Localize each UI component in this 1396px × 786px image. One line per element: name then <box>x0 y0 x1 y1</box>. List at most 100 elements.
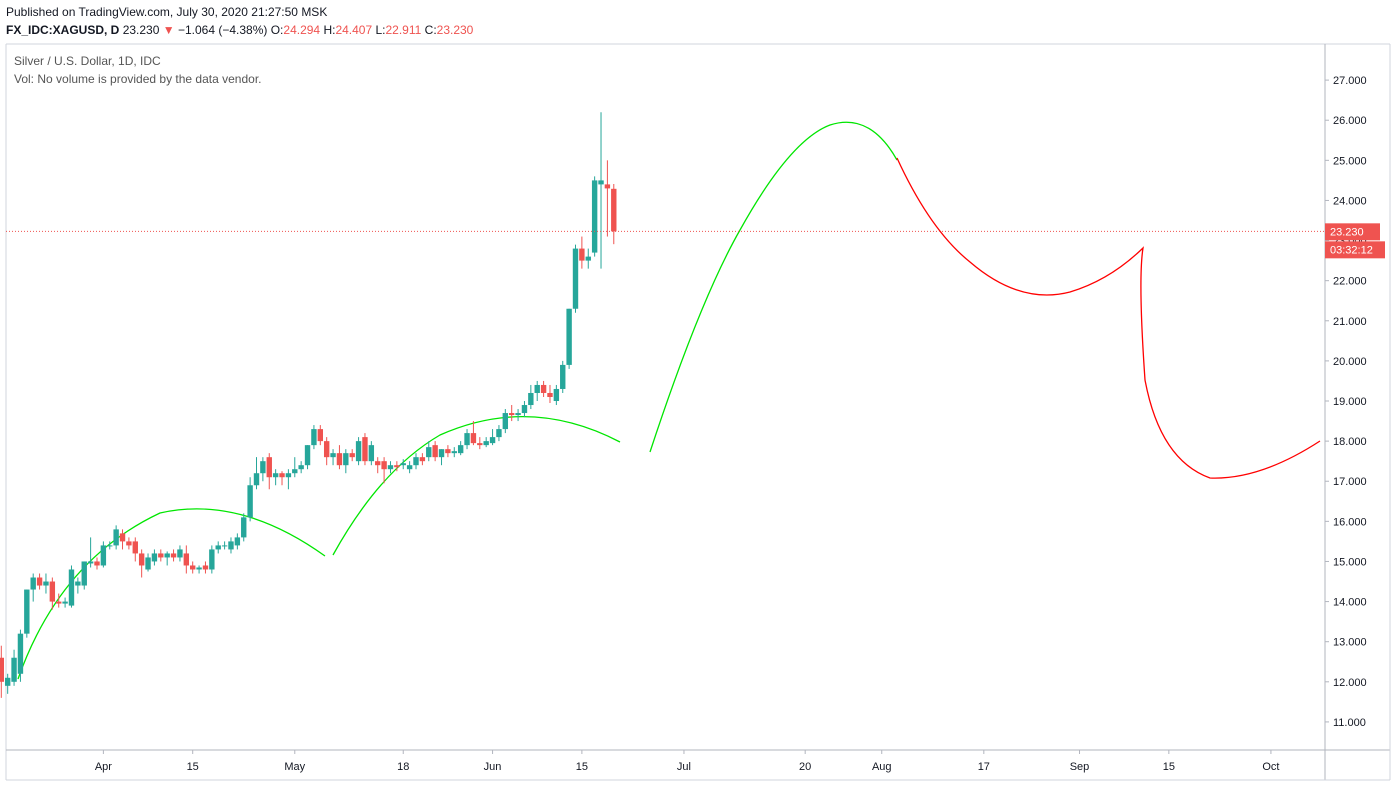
candle <box>400 459 406 470</box>
candle <box>585 248 591 269</box>
published-line: Published on TradingView.com, July 30, 2… <box>6 5 327 19</box>
open-value: 24.294 <box>283 23 321 37</box>
candle <box>336 445 343 470</box>
candle <box>113 525 119 550</box>
candle <box>68 565 75 608</box>
candle <box>355 437 362 466</box>
x-tick-label: Jun <box>484 761 502 773</box>
candle-body <box>560 364 566 389</box>
candle-body <box>298 465 304 470</box>
candle <box>419 453 426 466</box>
candle-body <box>177 549 183 558</box>
candle-body <box>24 589 30 634</box>
series-legend[interactable]: Silver / U.S. Dollar, 1D, IDC <box>14 54 161 68</box>
candle-body <box>0 657 5 682</box>
candle <box>483 437 489 448</box>
symbol-name[interactable]: FX_IDC:XAGUSD, D <box>6 23 120 37</box>
candle-body <box>540 384 547 393</box>
candle <box>151 549 158 566</box>
candle <box>521 401 528 418</box>
down-arrow-icon: ▼ <box>162 23 175 37</box>
candle <box>209 545 215 574</box>
candle-body <box>317 429 323 442</box>
y-tick-label: 13.000 <box>1333 637 1367 649</box>
candle <box>183 545 190 574</box>
candle-body <box>11 657 17 682</box>
candle <box>285 469 292 490</box>
candle-body <box>221 545 228 547</box>
candle-body <box>4 677 11 686</box>
candle-body <box>234 537 241 546</box>
candle-body <box>279 473 285 478</box>
candle <box>107 541 113 550</box>
candle <box>266 453 272 490</box>
candle <box>368 441 375 466</box>
candle <box>534 380 540 402</box>
candle <box>464 429 470 450</box>
y-tick-label: 18.000 <box>1333 436 1367 448</box>
candle <box>489 429 496 446</box>
candle <box>509 405 515 422</box>
candle <box>540 380 547 397</box>
candle <box>349 449 355 462</box>
candle-body <box>400 463 406 466</box>
candle-body <box>323 441 330 458</box>
candle-body <box>343 453 349 466</box>
candle <box>317 425 323 446</box>
candle <box>323 437 330 466</box>
candle <box>215 541 221 554</box>
price-change: −1.064 (−4.38%) <box>177 23 268 37</box>
candle-body <box>349 453 355 458</box>
last-price-line: 23.230 03:32:12 <box>6 223 1385 259</box>
candle <box>126 537 132 550</box>
candle-body <box>521 405 528 414</box>
candle <box>279 471 285 486</box>
candle-body <box>100 545 107 566</box>
candle-body <box>406 465 413 470</box>
candle-body <box>509 413 515 416</box>
candle-body <box>87 561 94 564</box>
candle-body <box>426 447 432 458</box>
candle <box>528 384 534 410</box>
candle <box>202 561 209 574</box>
candle-body <box>49 581 56 602</box>
candle-body <box>68 569 75 606</box>
candle <box>560 360 566 393</box>
candle <box>30 573 36 602</box>
candle-body <box>438 449 445 458</box>
x-tick-label: 18 <box>397 761 409 773</box>
chart-frame <box>5 43 1391 781</box>
candle <box>11 649 17 686</box>
candle-body <box>56 601 62 604</box>
candle <box>502 409 509 434</box>
candle <box>566 308 572 369</box>
close-label: C: <box>424 23 437 37</box>
candle <box>477 437 483 450</box>
candle-body <box>164 553 170 558</box>
candle <box>591 176 598 257</box>
x-tick-label: 15 <box>576 761 588 773</box>
candle-body <box>579 248 585 261</box>
candle-body <box>375 461 381 466</box>
candle <box>4 673 11 694</box>
candle-body <box>228 541 234 550</box>
candle <box>387 461 394 474</box>
candle-body <box>470 433 477 444</box>
x-tick-label: Sep <box>1070 761 1090 773</box>
candle <box>381 457 387 484</box>
candle <box>413 453 419 470</box>
x-tick-label: May <box>284 761 305 773</box>
candle-body <box>304 445 311 466</box>
candle <box>17 629 24 682</box>
candle <box>604 160 611 237</box>
x-tick-label: 20 <box>799 761 811 773</box>
candle <box>56 593 62 608</box>
candle <box>100 541 107 568</box>
candle-body <box>260 461 266 474</box>
candle <box>132 537 138 562</box>
candle <box>138 549 145 578</box>
candle-body <box>413 457 419 466</box>
candle-body <box>515 413 521 416</box>
candle <box>94 557 100 570</box>
